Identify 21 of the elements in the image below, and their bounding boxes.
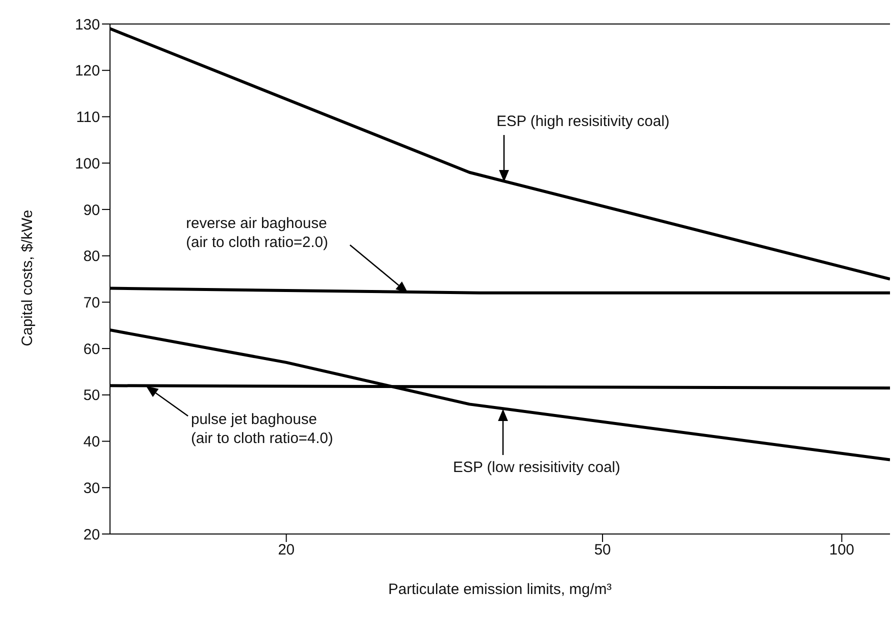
y-tick-label: 110 bbox=[76, 109, 100, 126]
x-tick-label: 20 bbox=[278, 542, 295, 559]
y-tick-label: 130 bbox=[74, 16, 100, 34]
annotation: ESP (high resisitivity coal) bbox=[496, 113, 670, 130]
annotation: ESP (low resisitivity coal) bbox=[453, 459, 620, 476]
y-tick-label: 30 bbox=[83, 480, 100, 497]
y-tick-label: 50 bbox=[83, 387, 100, 404]
y-tick-label: 20 bbox=[83, 526, 100, 544]
y-tick-label: 40 bbox=[83, 434, 100, 451]
annotation: reverse air baghouse (air to cloth ratio=2.0) bbox=[186, 215, 328, 251]
y-tick-label: 120 bbox=[74, 62, 100, 80]
x-axis-title: Particulate emission limits, mg/m³ bbox=[388, 581, 612, 598]
annotation: pulse jet baghouse (air to cloth ratio=4.0) bbox=[191, 411, 334, 447]
y-tick-label: 70 bbox=[83, 294, 100, 312]
y-tick-label: 100 bbox=[74, 155, 100, 172]
y-tick-label: 80 bbox=[83, 248, 100, 266]
y-axis-title: Capital costs, $/kWe bbox=[19, 210, 36, 346]
x-tick-label: 50 bbox=[594, 542, 611, 559]
y-tick-label: 90 bbox=[83, 202, 100, 219]
x-tick-label: 100 bbox=[829, 542, 854, 559]
y-tick-label: 60 bbox=[83, 340, 100, 358]
